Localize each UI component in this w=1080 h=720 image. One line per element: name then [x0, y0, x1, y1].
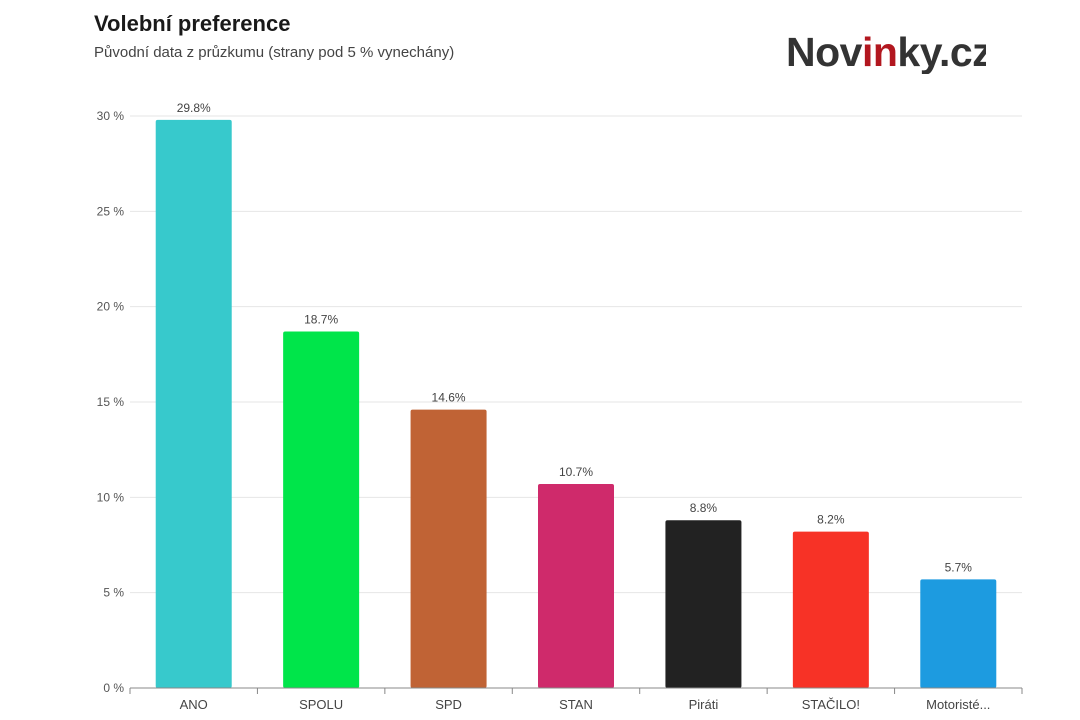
data-label: 29.8% — [177, 101, 211, 115]
bar-ano — [155, 119, 232, 688]
y-axis-ticks: 0 % 5 % 10 % 15 % 20 % 25 % 30 % — [97, 109, 125, 695]
novinky-logo: Novinky.cz — [786, 28, 986, 74]
data-label: 10.7% — [559, 465, 593, 479]
data-label: 5.7% — [945, 560, 973, 574]
y-tick-label: 15 % — [97, 395, 125, 409]
bar-pir-ti — [665, 520, 742, 688]
y-tick-label: 30 % — [97, 109, 125, 123]
data-label: 8.8% — [690, 501, 718, 515]
data-label: 18.7% — [304, 312, 338, 326]
y-tick-label: 0 % — [103, 681, 124, 695]
bar-spd — [410, 409, 487, 688]
chart-subtitle: Původní data z průzkumu (strany pod 5 % … — [94, 44, 455, 61]
bars — [155, 119, 997, 688]
y-tick-label: 25 % — [97, 204, 125, 218]
x-tick-label: Piráti — [689, 697, 719, 712]
x-tick-label: SPOLU — [299, 697, 343, 712]
data-labels: 29.8% 18.7% 14.6% 10.7% 8.8% 8.2% 5.7% — [177, 101, 973, 575]
x-axis — [129, 687, 1023, 694]
x-tick-label: STAČILO! — [802, 697, 860, 712]
category-labels: ANO SPOLU SPD STAN Piráti STAČILO! Motoristé..… — [180, 697, 991, 712]
bar-motorist — [920, 579, 997, 688]
y-tick-label: 10 % — [97, 490, 125, 504]
y-tick-label: 5 % — [103, 586, 124, 600]
data-label: 14.6% — [432, 391, 466, 405]
data-label: 8.2% — [817, 513, 845, 527]
chart-title: Volební preference — [94, 11, 291, 36]
x-tick-label: SPD — [435, 697, 462, 712]
bar-spolu — [283, 331, 360, 688]
svg-text:Novinky.cz: Novinky.cz — [786, 29, 986, 74]
x-tick-label: ANO — [180, 697, 208, 712]
bar-sta-ilo — [792, 531, 869, 688]
bar-stan — [538, 483, 614, 688]
x-tick-label: STAN — [559, 697, 593, 712]
y-tick-label: 20 % — [97, 300, 125, 314]
x-tick-label: Motoristé... — [926, 697, 990, 712]
